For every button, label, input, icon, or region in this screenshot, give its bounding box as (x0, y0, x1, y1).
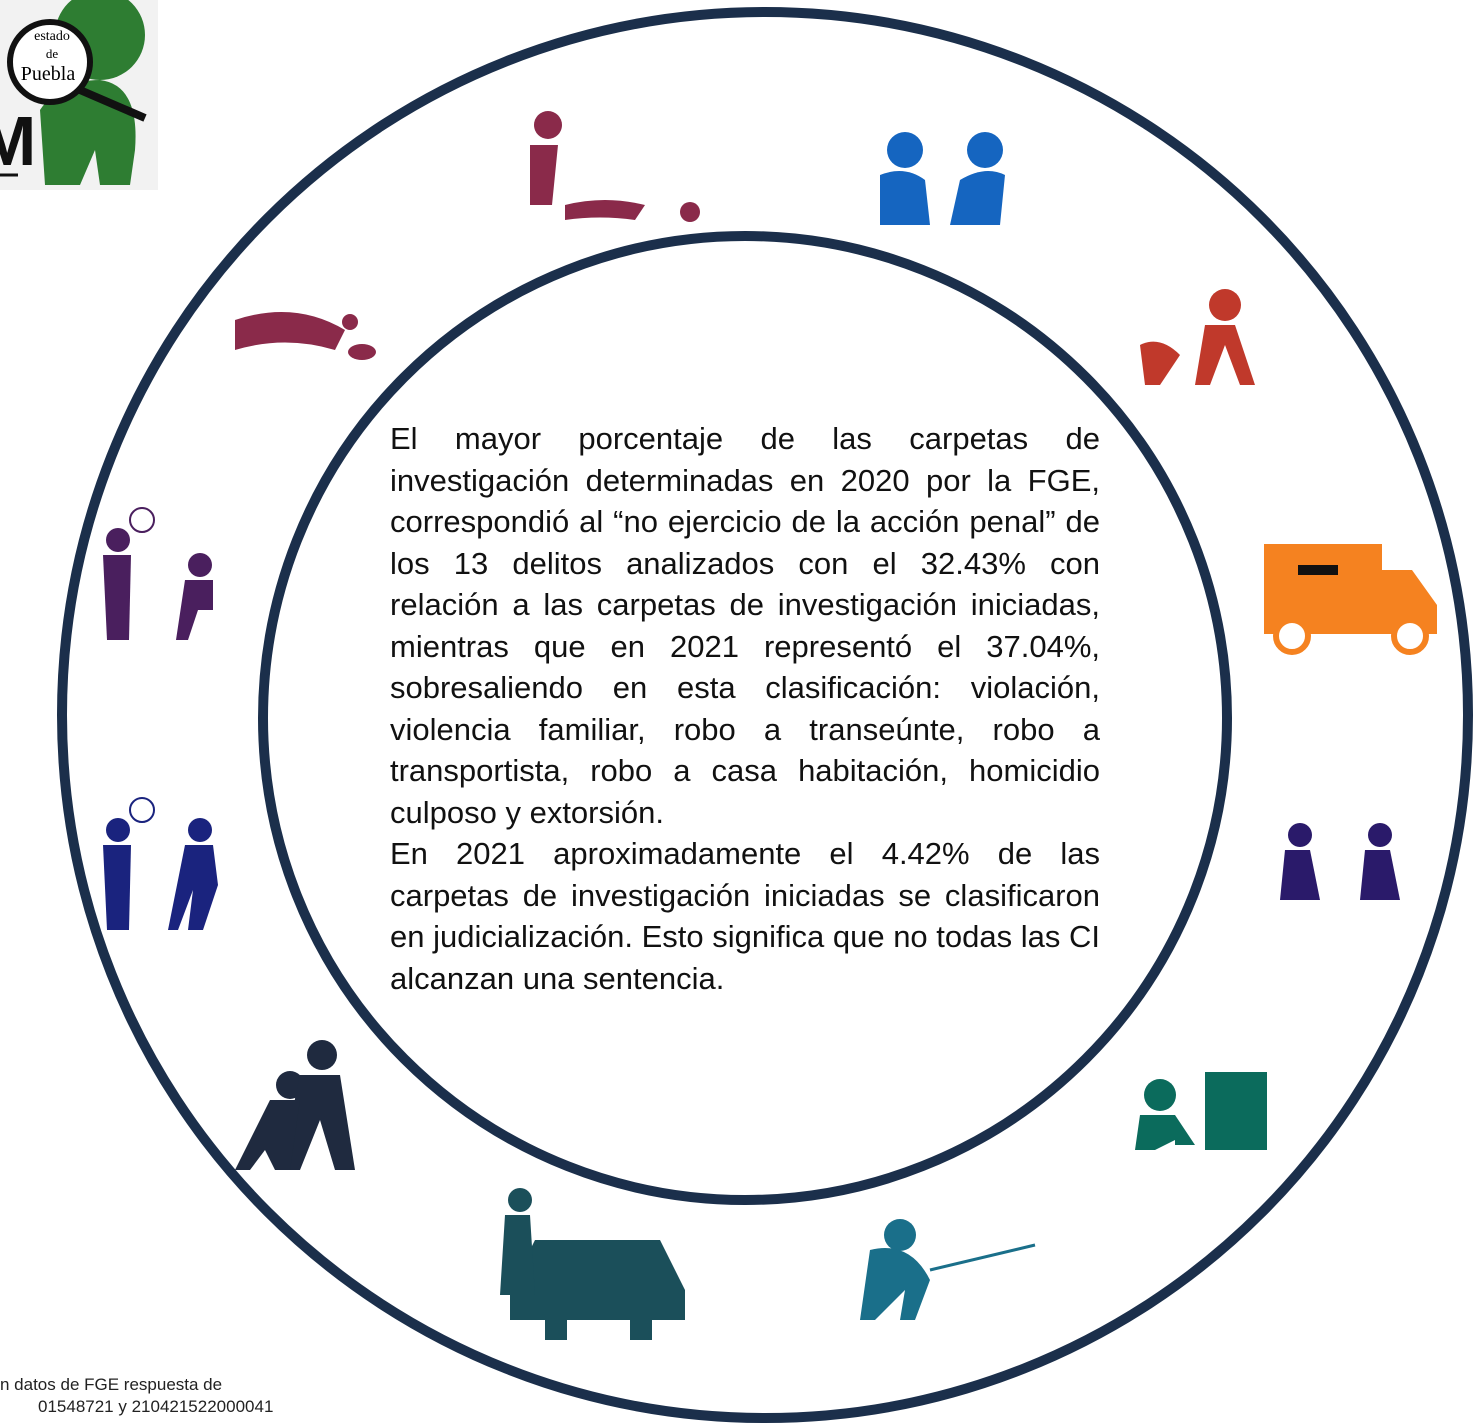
source-line: n datos de FGE respuesta de (0, 1374, 273, 1396)
logo-letter: M (0, 102, 36, 180)
paragraph: En 2021 aproximadamente el 4.42% de las … (390, 833, 1100, 999)
infographic: estado de Puebla M El mayor porcentaje d… (0, 0, 1479, 1425)
source-note: n datos de FGE respuesta de 01548721 y 2… (0, 1374, 273, 1418)
source-line: 01548721 y 210421522000041 (0, 1396, 273, 1418)
logo: estado de Puebla M (0, 0, 158, 190)
body-text: El mayor porcentaje de las carpetas de i… (390, 418, 1100, 999)
logo-text: de (46, 46, 59, 61)
paragraph: El mayor porcentaje de las carpetas de i… (390, 418, 1100, 833)
logo-text: Puebla (21, 63, 76, 85)
logo-text: estado (34, 29, 70, 44)
